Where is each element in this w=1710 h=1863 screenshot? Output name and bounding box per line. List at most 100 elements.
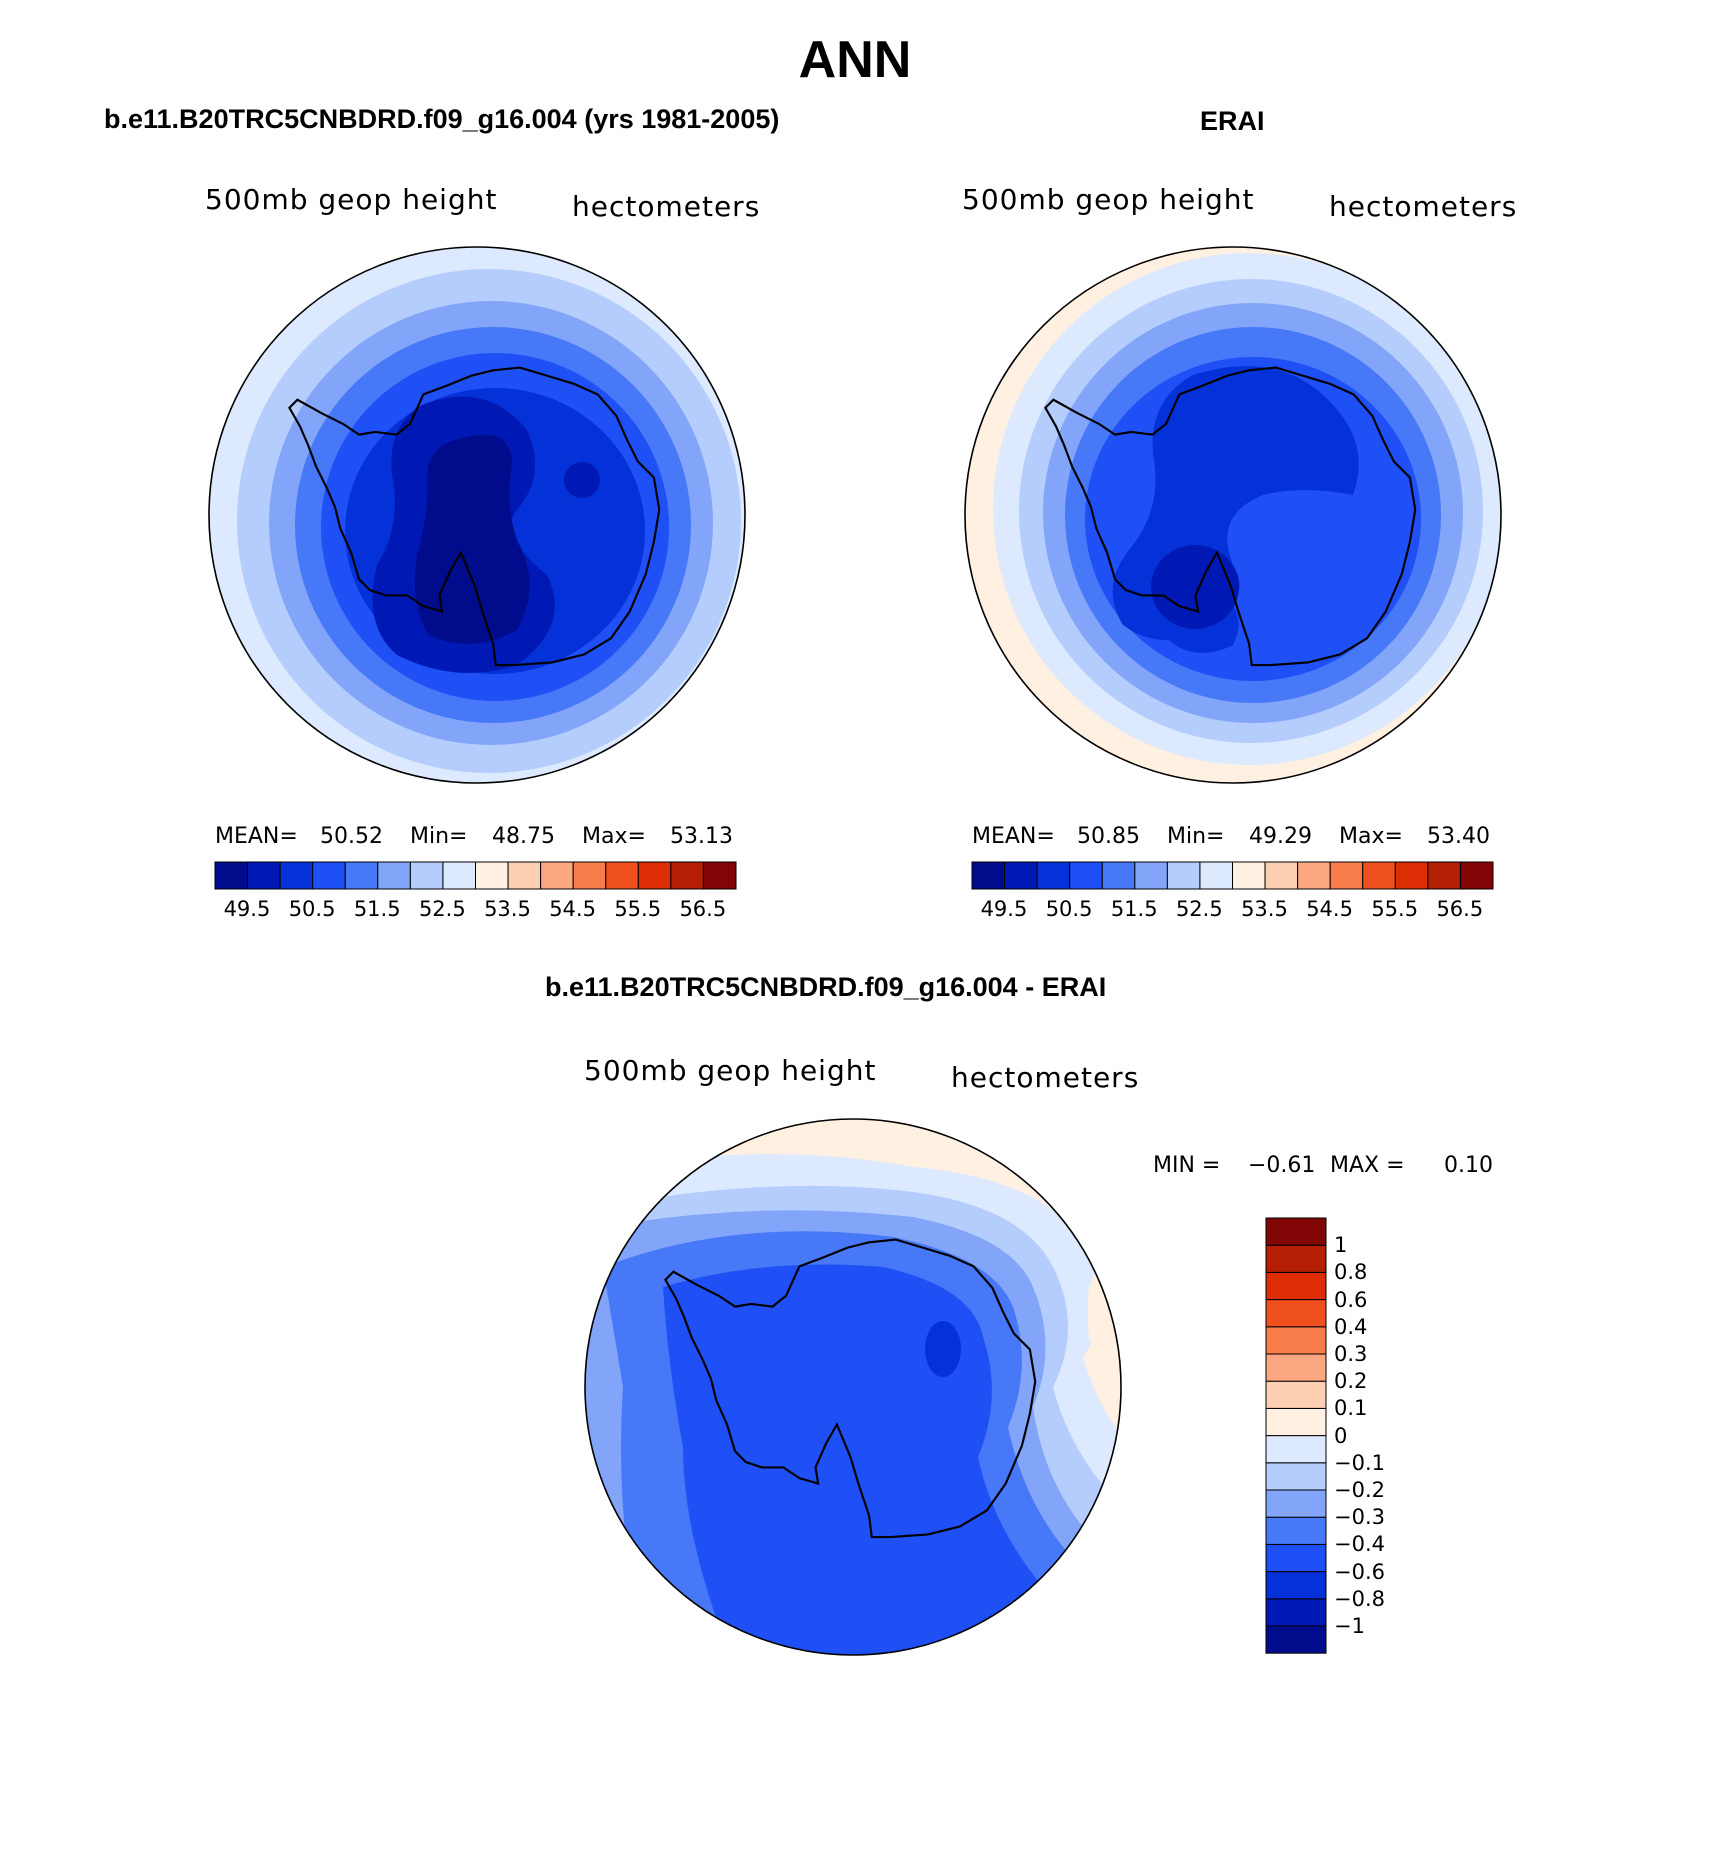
model-colorbar-swatch xyxy=(214,861,249,890)
diff-colorbar-swatch xyxy=(1265,1462,1327,1491)
model-colorbar-swatch xyxy=(540,861,574,890)
obs-colorbar-tick-label: 52.5 xyxy=(1175,897,1223,921)
obs-colorbar-tick-label: 56.5 xyxy=(1436,897,1484,921)
model-colorbar-swatch xyxy=(344,861,379,890)
diff-polar-map xyxy=(584,1118,1122,1656)
diff-colorbar-tick-label: 0.6 xyxy=(1334,1287,1368,1312)
model-max-value: 53.13 xyxy=(670,824,733,849)
obs-colorbar-swatch xyxy=(1166,861,1201,890)
figure-title: ANN xyxy=(798,31,912,89)
model-colorbar-swatch xyxy=(702,861,737,890)
diff-colorbar-swatch xyxy=(1265,1625,1327,1654)
obs-colorbar-swatch xyxy=(1036,861,1071,890)
diff-colorbar-tick-label: −0.8 xyxy=(1334,1586,1385,1611)
diff-panel-title: b.e11.B20TRC5CNBDRD.f09_g16.004 - ERAI xyxy=(545,972,1107,1002)
diff-max-value: 0.10 xyxy=(1444,1153,1493,1178)
obs-colorbar-swatch xyxy=(1069,861,1103,890)
model-mean-label: MEAN= xyxy=(215,824,298,849)
obs-colorbar-swatch xyxy=(1264,861,1299,890)
model-colorbar-tick-label: 50.5 xyxy=(288,897,336,921)
diff-colorbar-swatch xyxy=(1265,1271,1327,1301)
obs-colorbar-swatch xyxy=(1101,861,1136,890)
diff-colorbar-swatch xyxy=(1265,1326,1327,1355)
model-colorbar-swatch xyxy=(279,861,314,890)
obs-panel-title: ERAI xyxy=(1200,106,1265,136)
obs-colorbar-tick-label: 54.5 xyxy=(1306,897,1353,921)
model-panel-title: b.e11.B20TRC5CNBDRD.f09_g16.004 (yrs 198… xyxy=(104,104,780,134)
obs-colorbar-swatch xyxy=(1199,861,1233,890)
diff-min-value: −0.61 xyxy=(1248,1153,1316,1178)
obs-variable-label: 500mb geop height xyxy=(962,183,1255,216)
diff-colorbar-tick-label: 1 xyxy=(1334,1233,1348,1258)
model-colorbar-tick-label: 53.5 xyxy=(484,897,531,921)
model-colorbar-swatch xyxy=(377,861,411,890)
model-colorbar-swatch xyxy=(409,861,444,890)
obs-units-label: hectometers xyxy=(1329,190,1518,223)
model-colorbar-swatch xyxy=(605,861,639,890)
diff-colorbar-swatch xyxy=(1265,1489,1327,1518)
obs-min-value: 49.29 xyxy=(1249,824,1312,849)
obs-colorbar xyxy=(971,861,1494,890)
diff-colorbar-tick-label: 0 xyxy=(1334,1423,1348,1448)
diff-colorbar-swatch xyxy=(1265,1516,1327,1545)
model-colorbar-tick-label: 56.5 xyxy=(679,897,727,921)
diff-colorbar-tick-label: −0.3 xyxy=(1334,1505,1385,1530)
diff-units-label: hectometers xyxy=(951,1061,1140,1094)
obs-polar-map xyxy=(964,246,1502,784)
obs-colorbar-swatch xyxy=(1004,861,1038,890)
obs-max-label: Max= xyxy=(1339,824,1403,849)
model-colorbar-swatch xyxy=(670,861,704,890)
diff-colorbar-swatch xyxy=(1265,1543,1327,1573)
diff-colorbar-tick-label: −0.6 xyxy=(1334,1559,1385,1584)
obs-colorbar-swatch xyxy=(1362,861,1396,890)
model-units-label: hectometers xyxy=(572,190,761,223)
diff-colorbar-tick-label: −1 xyxy=(1334,1614,1365,1638)
model-min-value: 48.75 xyxy=(492,824,555,849)
model-colorbar-swatch xyxy=(247,861,281,890)
obs-colorbar-tick-label: 50.5 xyxy=(1045,897,1093,921)
obs-colorbar-tick-label: 51.5 xyxy=(1110,897,1158,921)
diff-colorbar-tick-label: 0.8 xyxy=(1334,1260,1368,1285)
model-mean-value: 50.52 xyxy=(320,824,383,849)
diff-colorbar xyxy=(1265,1217,1327,1654)
model-colorbar-swatch xyxy=(442,861,476,890)
model-colorbar xyxy=(214,861,737,890)
diff-colorbar-swatch xyxy=(1265,1598,1327,1627)
model-polar-map xyxy=(208,246,746,784)
obs-colorbar-tick-label: 55.5 xyxy=(1371,897,1419,921)
model-colorbar-swatch xyxy=(475,861,509,890)
diff-colorbar-swatch xyxy=(1265,1407,1327,1437)
model-colorbar-tick-label: 49.5 xyxy=(223,897,271,921)
obs-min-label: Min= xyxy=(1167,824,1225,849)
obs-colorbar-tick-label: 49.5 xyxy=(980,897,1028,921)
obs-colorbar-swatch xyxy=(1297,861,1331,890)
model-min-label: Min= xyxy=(410,824,468,849)
obs-colorbar-swatch xyxy=(1134,861,1168,890)
model-colorbar-tick-label: 55.5 xyxy=(614,897,662,921)
obs-colorbar-swatch xyxy=(1394,861,1429,890)
diff-colorbar-swatch xyxy=(1265,1217,1327,1246)
obs-colorbar-swatch xyxy=(971,861,1006,890)
diff-colorbar-swatch xyxy=(1265,1380,1327,1409)
diff-min-label: MIN = xyxy=(1153,1153,1221,1178)
obs-colorbar-swatch xyxy=(1329,861,1364,890)
diff-colorbar-tick-label: −0.1 xyxy=(1334,1450,1385,1475)
diff-colorbar-tick-label: 0.3 xyxy=(1334,1342,1368,1366)
diff-colorbar-tick-label: −0.4 xyxy=(1334,1532,1385,1557)
diff-variable-label: 500mb geop height xyxy=(584,1054,877,1087)
model-colorbar-swatch xyxy=(312,861,346,890)
obs-colorbar-swatch xyxy=(1427,861,1461,890)
diff-colorbar-swatch xyxy=(1265,1435,1327,1464)
obs-mean-label: MEAN= xyxy=(972,824,1055,849)
model-colorbar-swatch xyxy=(637,861,672,890)
diff-colorbar-swatch xyxy=(1265,1299,1327,1328)
model-colorbar-tick-label: 52.5 xyxy=(418,897,466,921)
diff-colorbar-swatch xyxy=(1265,1244,1327,1273)
model-variable-label: 500mb geop height xyxy=(205,183,498,216)
model-colorbar-swatch xyxy=(507,861,542,890)
obs-mean-value: 50.85 xyxy=(1077,824,1140,849)
obs-max-value: 53.40 xyxy=(1427,824,1490,849)
diff-colorbar-tick-label: 0.1 xyxy=(1334,1396,1368,1421)
obs-colorbar-swatch xyxy=(1459,861,1494,890)
